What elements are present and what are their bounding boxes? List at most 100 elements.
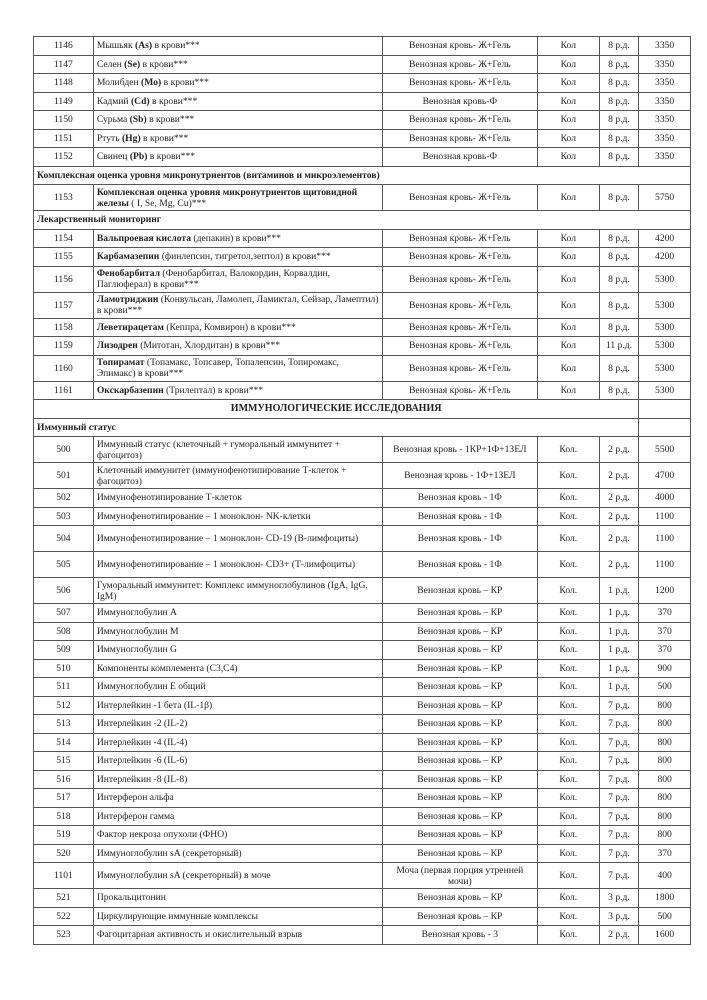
turnaround: 2 р.д. bbox=[598, 925, 640, 945]
table-row: 1149 Кадмий (Cd) в крови*** Венозная кровь… bbox=[33, 91, 691, 111]
price: 900 bbox=[638, 658, 691, 678]
item-name-part: Селен bbox=[96, 58, 125, 70]
item-name-part: (Pb) bbox=[129, 151, 148, 163]
turnaround: 8 р.д. bbox=[598, 73, 640, 93]
item-name: Гуморальный иммунитет: Комплекс иммуногл… bbox=[92, 577, 383, 604]
price: 4700 bbox=[638, 462, 691, 489]
item-name-part: Интерлейкин -4 (IL-4) bbox=[96, 736, 188, 748]
price: 1100 bbox=[638, 551, 691, 578]
item-code: 1158 bbox=[33, 317, 94, 337]
item-name: Иммунофенотипирование – 1 моноклон- CD-1… bbox=[92, 525, 383, 552]
sample-type: Венозная кровь- Ж+Гель bbox=[381, 317, 538, 337]
turnaround: 7 р.д. bbox=[598, 695, 640, 715]
item-name-part: (Фенобарбитал, Валокордин, Корвалдин, Па… bbox=[96, 268, 331, 290]
table-row: 506 Гуморальный иммунитет: Комплекс иммун… bbox=[33, 577, 691, 604]
item-name: Иммуноглобулин G bbox=[92, 640, 383, 660]
item-name-part: Иммуноглобулин sA (секреторный) bbox=[96, 847, 242, 859]
item-name-part: Интерлейкин -2 (IL-2) bbox=[96, 718, 188, 730]
turnaround: 1 р.д. bbox=[598, 640, 640, 660]
sample-type: Венозная кровь – КР bbox=[381, 788, 538, 808]
item-name: Селен (Se) в крови*** bbox=[92, 54, 383, 74]
item-name: Интерферон гамма bbox=[92, 806, 383, 826]
item-name-part: Компоненты комплемента (С3,С4) bbox=[96, 662, 238, 674]
table-row: 1101 Иммуноглобулин sA (секреторный) в мо… bbox=[33, 862, 691, 889]
table-row: 510 Компоненты комплемента (С3,С4) Венозна… bbox=[33, 658, 691, 678]
table-row: 521 Прокальцитонин Венозная кровь – КР Кол.… bbox=[33, 888, 691, 908]
item-name: Иммуноглобулин sA (секреторный) bbox=[92, 843, 383, 863]
item-name-part: Иммуноглобулин М bbox=[96, 625, 179, 637]
turnaround: 2 р.д. bbox=[598, 506, 640, 526]
method: Кол. bbox=[536, 732, 600, 752]
table-row: 514 Интерлейкин -4 (IL-4) Венозная кровь –… bbox=[33, 732, 691, 752]
price: 800 bbox=[638, 751, 691, 771]
item-name-part: Иммунофенотипирование Т-клеток bbox=[96, 492, 242, 504]
sample-type: Венозная кровь- Ж+Гель bbox=[381, 380, 538, 400]
turnaround: 8 р.д. bbox=[598, 380, 640, 400]
item-name-part: Фенобарбитал bbox=[96, 268, 160, 279]
turnaround: 7 р.д. bbox=[598, 751, 640, 771]
item-name-part: Фагоцитарная активность и окислительный … bbox=[96, 929, 303, 941]
item-name: Фенобарбитал (Фенобарбитал, Валокордин, … bbox=[92, 265, 383, 293]
empty-cell bbox=[638, 399, 691, 419]
turnaround: 11 р.д. bbox=[598, 336, 640, 356]
item-name: Иммунный статус (клеточный + гуморальный… bbox=[92, 436, 383, 463]
method: Кол. bbox=[536, 577, 600, 604]
method: Кол. bbox=[536, 751, 600, 771]
item-code: 1152 bbox=[33, 147, 94, 167]
item-name-part: Интерлейкин -8 (IL-8) bbox=[96, 773, 188, 785]
turnaround: 7 р.д. bbox=[598, 769, 640, 789]
turnaround: 2 р.д. bbox=[598, 488, 640, 508]
table-row: 1147 Селен (Se) в крови*** Венозная кровь-… bbox=[33, 54, 691, 74]
table-row: 511 Иммуноглобулин Е общий Венозная кровь … bbox=[33, 677, 691, 697]
item-name-part: Ртуть bbox=[96, 132, 122, 144]
table-row: 520 Иммуноглобулин sA (секреторный) Венозн… bbox=[33, 843, 691, 863]
price: 800 bbox=[638, 769, 691, 789]
sample-type: Венозная кровь – КР bbox=[381, 695, 538, 715]
method: Кол bbox=[536, 265, 600, 293]
sample-type: Венозная кровь - 1Ф bbox=[381, 506, 538, 526]
item-name-part: в крови*** bbox=[147, 151, 196, 163]
item-code: 1150 bbox=[33, 110, 94, 130]
price: 4200 bbox=[638, 247, 691, 267]
item-name-part: Интерлейкин -6 (IL-6) bbox=[96, 755, 188, 767]
sample-type: Венозная кровь - 1Ф bbox=[381, 525, 538, 552]
price: 5300 bbox=[638, 291, 691, 319]
item-code: 500 bbox=[33, 436, 94, 463]
method: Кол. bbox=[536, 677, 600, 697]
item-name-part: Интерферон альфа bbox=[96, 792, 174, 804]
table-row: 1155 Карбамазепин (финлепсин, тигретол,зе… bbox=[33, 247, 691, 267]
item-name-part: Вальпроевая кислота bbox=[96, 232, 192, 244]
item-name: Иммуноглобулин sA (секреторный) в моче bbox=[92, 862, 383, 889]
item-name-part: в крови*** bbox=[146, 114, 195, 126]
table-row: 1146 Мышьяк (As) в крови*** Венозная кровь… bbox=[33, 36, 691, 56]
item-name: Карбамазепин (финлепсин, тигретол,зептол… bbox=[92, 247, 383, 267]
item-name-part: Иммунофенотипирование – 1 моноклон- CD-1… bbox=[96, 533, 359, 544]
table-row: 523 Фагоцитарная активность и окислительн… bbox=[33, 925, 691, 945]
price: 500 bbox=[638, 677, 691, 697]
item-name-part: Молибден bbox=[96, 77, 142, 89]
turnaround: 7 р.д. bbox=[598, 862, 640, 889]
item-code: 1101 bbox=[33, 862, 94, 889]
price: 1100 bbox=[638, 506, 691, 526]
turnaround: 8 р.д. bbox=[598, 291, 640, 319]
table-row: 1161 Окскарбазепин (Трилептал) в крови***… bbox=[33, 380, 691, 400]
item-name-part: (Hg) bbox=[121, 132, 141, 144]
method: Кол. bbox=[536, 695, 600, 715]
item-name-part: (Трилептал) в крови*** bbox=[163, 384, 264, 396]
method: Кол. bbox=[536, 906, 600, 926]
item-code: 517 bbox=[33, 788, 94, 808]
price: 3350 bbox=[638, 36, 691, 56]
method: Кол bbox=[536, 354, 600, 382]
item-name-part: Топирамат bbox=[96, 357, 145, 368]
method: Кол. bbox=[536, 640, 600, 660]
table-row: 1150 Сурьма (Sb) в крови*** Венозная кровь… bbox=[33, 110, 691, 130]
item-name-part: Иммунный статус (клеточный + гуморальный… bbox=[96, 438, 340, 461]
item-name: Ртуть (Hg) в крови*** bbox=[92, 128, 383, 148]
method: Кол. bbox=[536, 825, 600, 845]
item-code: 1155 bbox=[33, 247, 94, 267]
item-name-part: (Конвульсан, Ламолеп, Ламиктал, Сейзар, … bbox=[96, 294, 379, 316]
table-row: 1158 Леветирацетам (Кеппра, Комвирон) в к… bbox=[33, 317, 691, 337]
table-row: 522 Циркулирующие иммунные комплексы Веноз… bbox=[33, 906, 691, 926]
price: 370 bbox=[638, 621, 691, 641]
item-name-part: в крови*** bbox=[149, 95, 198, 107]
